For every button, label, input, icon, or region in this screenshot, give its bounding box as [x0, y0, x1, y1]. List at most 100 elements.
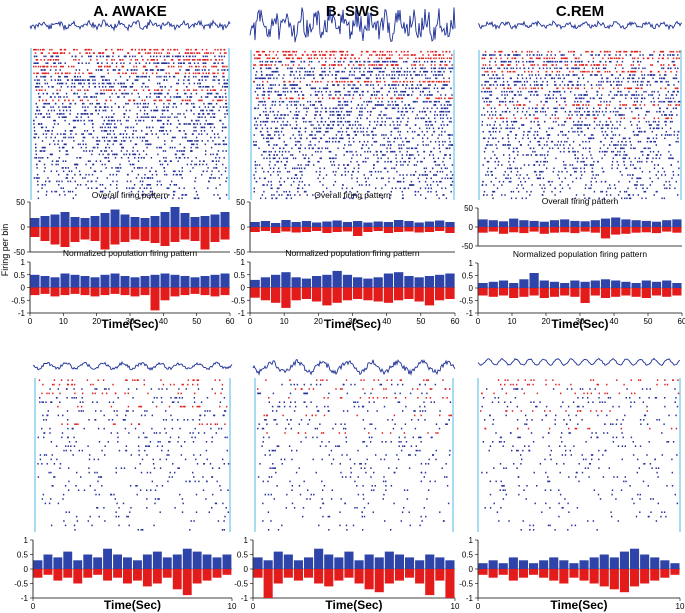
spike-mark: [106, 59, 108, 61]
spike-mark: [382, 154, 385, 156]
spike-mark: [402, 94, 405, 96]
spike-mark: [160, 92, 162, 95]
spike-mark: [526, 80, 528, 83]
spike-mark: [451, 94, 453, 96]
spike-mark: [310, 57, 312, 60]
spike-mark: [198, 113, 201, 115]
spike-mark: [141, 86, 143, 88]
spike-mark: [321, 50, 323, 53]
spike-mark: [76, 116, 78, 118]
spike-mark: [367, 90, 369, 93]
spike-mark: [54, 119, 56, 122]
spike-mark: [70, 102, 72, 105]
spike-mark: [373, 60, 375, 63]
spike-mark: [195, 48, 198, 51]
spike-mark: [400, 94, 402, 96]
spike-mark: [47, 72, 50, 75]
spike-mark: [411, 84, 414, 86]
spike-mark: [352, 154, 354, 156]
spike-mark: [502, 74, 504, 76]
spike-mark: [122, 92, 124, 95]
spike-mark: [610, 84, 612, 86]
spike-mark: [267, 90, 269, 93]
spike-mark: [133, 72, 135, 75]
spike-mark: [156, 146, 158, 149]
spike-mark: [297, 100, 299, 103]
spike-mark: [351, 170, 354, 173]
spike-mark: [427, 80, 429, 83]
spike-mark: [388, 117, 390, 120]
spike-mark: [191, 65, 193, 68]
column-title: B. SWS: [326, 3, 379, 20]
spike-mark: [630, 70, 633, 73]
spike-mark: [490, 67, 492, 70]
spike-mark: [621, 60, 624, 63]
spike-mark: [432, 154, 434, 156]
spike-mark: [101, 82, 104, 85]
spike-mark: [94, 82, 96, 85]
spike-mark: [178, 65, 180, 68]
spike-mark: [179, 62, 182, 64]
spike-mark: [366, 104, 369, 106]
spike-mark: [273, 144, 275, 146]
spike-mark: [353, 167, 355, 170]
spike-mark: [137, 102, 139, 105]
spike-mark: [659, 74, 661, 76]
spike-mark: [328, 140, 330, 143]
spike-mark: [207, 52, 210, 54]
spike-mark: [201, 69, 204, 71]
spike-mark: [281, 154, 283, 156]
spike-mark: [333, 84, 335, 86]
spike-mark: [332, 110, 335, 113]
spike-mark: [662, 50, 664, 53]
spike-mark: [206, 89, 209, 91]
spike-mark: [566, 64, 569, 66]
spike-mark: [407, 57, 409, 60]
spike-mark: [583, 67, 585, 70]
spike-mark: [210, 92, 213, 95]
spike-mark: [165, 160, 167, 162]
spike-mark: [67, 72, 69, 75]
spike-mark: [206, 123, 209, 125]
spike-mark: [288, 54, 290, 56]
spike-mark: [37, 65, 40, 68]
spike-mark: [417, 154, 420, 156]
spike-mark: [349, 94, 351, 96]
spike-mark: [357, 170, 359, 173]
spike-mark: [78, 69, 81, 71]
spike-mark: [261, 74, 263, 76]
spike-mark: [367, 194, 369, 196]
spike-mark: [406, 60, 408, 63]
spike-mark: [151, 173, 154, 176]
spike-mark: [146, 184, 148, 186]
spike-mark: [259, 114, 261, 116]
spike-mark: [148, 143, 150, 146]
spike-mark: [41, 184, 44, 186]
spike-mark: [296, 57, 299, 60]
spike-mark: [665, 74, 667, 76]
spike-mark: [172, 173, 175, 176]
spike-mark: [195, 190, 198, 193]
spike-mark: [388, 177, 390, 180]
spike-mark: [438, 140, 440, 143]
spike-mark: [125, 86, 127, 88]
spike-mark: [86, 52, 89, 54]
spike-mark: [325, 90, 327, 93]
spike-mark: [495, 80, 497, 83]
spike-mark: [649, 74, 652, 76]
spike-mark: [107, 160, 110, 162]
spike-mark: [61, 65, 63, 68]
spike-mark: [325, 127, 328, 130]
spike-mark: [440, 97, 442, 100]
spike-mark: [321, 94, 324, 96]
spike-mark: [87, 106, 89, 108]
spike-mark: [38, 157, 40, 159]
spike-mark: [370, 84, 372, 86]
spike-mark: [341, 54, 344, 56]
spike-mark: [299, 177, 302, 180]
spike-mark: [322, 190, 324, 193]
spike-mark: [555, 74, 558, 76]
spike-mark: [302, 154, 304, 156]
spike-mark: [435, 57, 437, 60]
spike-mark: [315, 110, 317, 113]
